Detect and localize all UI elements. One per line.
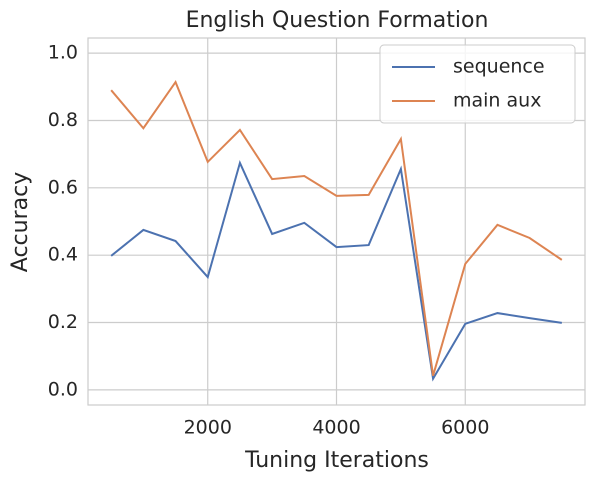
- x-axis-label: Tuning Iterations: [244, 448, 429, 473]
- plot-frame: [87, 37, 586, 406]
- y-tick-label: 0.0: [48, 378, 78, 400]
- y-tick-label: 0.6: [48, 176, 78, 198]
- legend-box: [379, 44, 576, 124]
- y-tick-label: 0.4: [48, 244, 78, 266]
- line: [110, 80, 563, 376]
- chart-title: English Question Formation: [186, 8, 489, 33]
- legend-label: main aux: [453, 90, 541, 112]
- x-tick-label: 4000: [312, 417, 360, 439]
- y-tick-label: 0.2: [48, 311, 78, 333]
- x-tick-label: 6000: [441, 417, 489, 439]
- x-tick-label: 2000: [184, 417, 232, 439]
- y-axis-label: Accuracy: [8, 172, 33, 272]
- legend-label: sequence: [453, 56, 545, 78]
- line: [110, 160, 562, 382]
- y-tick-label: 0.8: [48, 109, 78, 131]
- y-tick-label: 1.0: [48, 42, 78, 64]
